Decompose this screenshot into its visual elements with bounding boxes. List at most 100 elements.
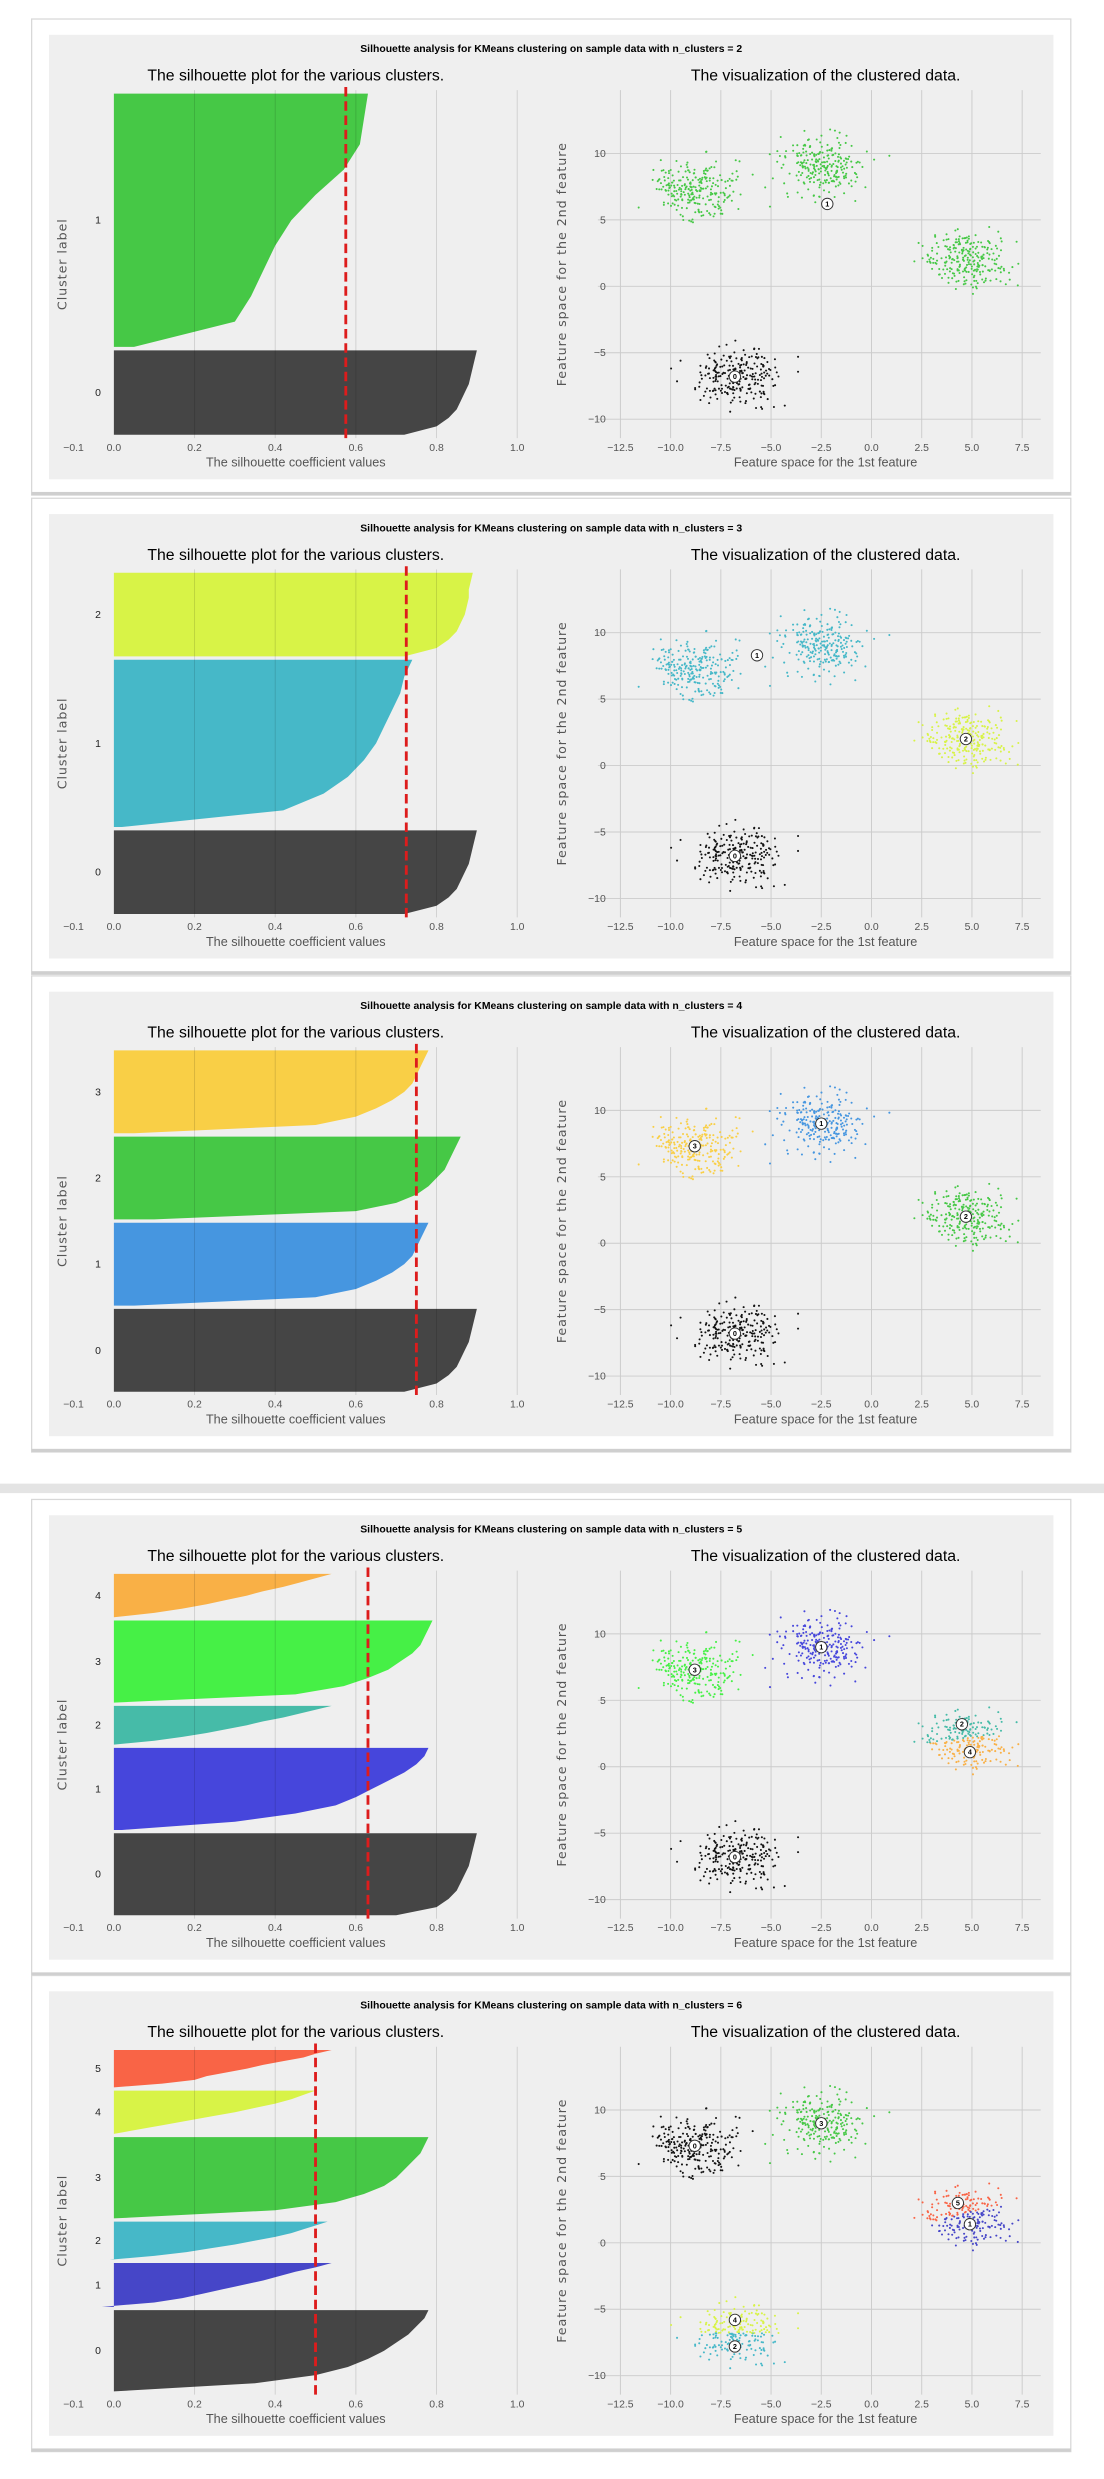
data-point-cluster-1 — [706, 648, 709, 651]
data-point-cluster-1 — [1008, 278, 1011, 281]
data-point-cluster-0 — [751, 378, 754, 381]
data-point-cluster-1 — [806, 645, 809, 648]
data-point-cluster-0 — [709, 1353, 712, 1356]
data-point-cluster-0 — [753, 362, 756, 365]
data-point-cluster-0 — [720, 1838, 723, 1842]
data-point-cluster-1 — [971, 245, 974, 248]
data-point-cluster-0 — [752, 397, 755, 400]
data-point-cluster-0 — [763, 1851, 766, 1855]
data-point-cluster-4 — [754, 2328, 757, 2331]
data-point-cluster-3 — [826, 2117, 829, 2120]
data-point-cluster-2 — [913, 1217, 916, 1220]
data-point-cluster-2 — [981, 1235, 984, 1238]
data-point-cluster-1 — [785, 1107, 788, 1110]
data-point-cluster-1 — [921, 244, 924, 247]
data-point-cluster-1 — [786, 1152, 789, 1155]
data-point-cluster-0 — [745, 1349, 748, 1352]
data-point-cluster-2 — [958, 1715, 961, 1718]
data-point-cluster-0 — [702, 1875, 705, 1878]
data-point-cluster-3 — [687, 1679, 690, 1682]
data-point-cluster-2 — [731, 2333, 734, 2336]
data-point-cluster-4 — [750, 2331, 753, 2334]
data-point-cluster-1 — [981, 245, 984, 248]
data-point-cluster-1 — [698, 690, 701, 693]
data-point-cluster-4 — [728, 2312, 731, 2315]
data-point-cluster-1 — [963, 268, 966, 271]
data-point-cluster-1 — [659, 661, 662, 664]
data-point-cluster-0 — [725, 838, 728, 842]
x-tick-label: −2.5 — [811, 1400, 832, 1411]
data-point-cluster-4 — [719, 2331, 722, 2334]
data-point-cluster-1 — [708, 678, 711, 681]
data-point-cluster-1 — [685, 185, 688, 188]
data-point-cluster-2 — [963, 755, 966, 758]
data-point-cluster-1 — [834, 1116, 837, 1119]
data-point-cluster-1 — [667, 169, 670, 173]
data-point-cluster-0 — [708, 402, 711, 405]
data-point-cluster-0 — [742, 1306, 745, 1309]
data-point-cluster-0 — [668, 2143, 671, 2146]
data-point-cluster-0 — [670, 1324, 673, 1327]
data-point-cluster-1 — [719, 653, 722, 656]
data-point-cluster-4 — [935, 1743, 938, 1746]
data-point-cluster-1 — [663, 175, 666, 179]
data-point-cluster-0 — [756, 365, 759, 368]
data-point-cluster-0 — [745, 1334, 748, 1337]
data-point-cluster-3 — [678, 1136, 681, 1139]
data-point-cluster-0 — [731, 2136, 734, 2139]
data-point-cluster-1 — [819, 1621, 822, 1624]
data-point-cluster-0 — [719, 868, 722, 872]
data-point-cluster-0 — [729, 889, 732, 892]
data-point-cluster-2 — [994, 1226, 997, 1229]
data-point-cluster-1 — [797, 1118, 800, 1121]
data-point-cluster-0 — [708, 1358, 711, 1362]
data-point-cluster-0 — [760, 1872, 763, 1875]
data-point-cluster-1 — [688, 661, 691, 664]
centroid-marker: 0 — [728, 849, 742, 863]
data-point-cluster-3 — [688, 1676, 691, 1679]
data-point-cluster-1 — [829, 656, 832, 659]
data-point-cluster-1 — [807, 647, 810, 650]
x-tick-label: 0.0 — [107, 2399, 122, 2410]
data-point-cluster-3 — [686, 1118, 689, 1121]
data-point-cluster-3 — [680, 1674, 683, 1677]
data-point-cluster-3 — [841, 2128, 845, 2131]
data-point-cluster-2 — [935, 742, 938, 745]
data-point-cluster-3 — [706, 1690, 709, 1693]
data-point-cluster-1 — [805, 1133, 808, 1136]
data-point-cluster-2 — [754, 2335, 757, 2338]
data-point-cluster-1 — [780, 1123, 783, 1126]
data-point-cluster-1 — [813, 165, 816, 168]
data-point-cluster-0 — [720, 387, 724, 390]
data-point-cluster-4 — [971, 1736, 974, 1739]
data-point-cluster-3 — [708, 1679, 711, 1682]
data-point-cluster-1 — [854, 180, 857, 183]
data-point-cluster-2 — [992, 1732, 995, 1735]
data-point-cluster-1 — [956, 255, 959, 258]
data-point-cluster-1 — [992, 252, 995, 255]
data-point-cluster-4 — [1016, 1764, 1019, 1767]
data-point-cluster-0 — [747, 1847, 750, 1850]
data-point-cluster-0 — [764, 1331, 767, 1334]
data-point-cluster-1 — [856, 639, 859, 642]
data-point-cluster-1 — [682, 218, 685, 222]
data-point-cluster-2 — [988, 1210, 991, 1213]
data-point-cluster-4 — [976, 1742, 979, 1745]
data-point-cluster-1 — [681, 655, 685, 658]
data-point-cluster-2 — [967, 1227, 970, 1230]
data-point-cluster-0 — [727, 369, 730, 372]
data-point-cluster-0 — [723, 1347, 727, 1350]
data-point-cluster-1 — [965, 236, 968, 239]
data-point-cluster-1 — [843, 1149, 846, 1152]
data-point-cluster-1 — [824, 1138, 827, 1141]
data-point-cluster-0 — [729, 1882, 732, 1885]
data-point-cluster-0 — [747, 845, 750, 848]
data-point-cluster-1 — [811, 630, 814, 633]
data-point-cluster-0 — [727, 1326, 730, 1329]
data-point-cluster-0 — [783, 1885, 786, 1888]
data-point-cluster-2 — [783, 2361, 786, 2364]
data-point-cluster-3 — [675, 1689, 678, 1692]
data-point-cluster-0 — [672, 2136, 675, 2139]
data-point-cluster-0 — [738, 1850, 742, 1853]
data-point-cluster-0 — [704, 853, 707, 856]
